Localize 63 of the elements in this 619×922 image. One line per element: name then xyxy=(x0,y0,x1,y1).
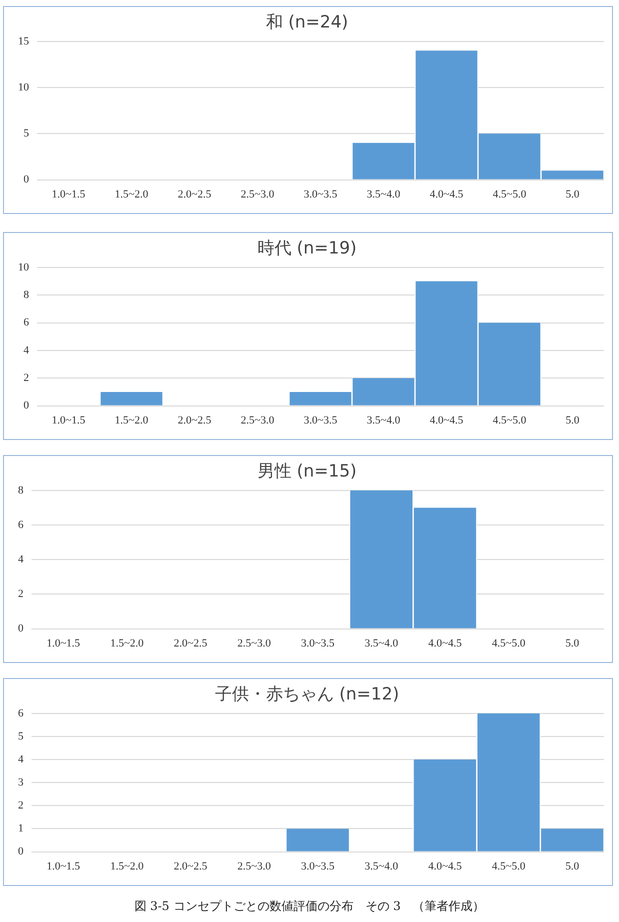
x-tick-label: 2.0~2.5 xyxy=(174,637,208,650)
x-tick-label: 3.5~4.0 xyxy=(366,414,401,426)
y-tick-label: 8 xyxy=(18,484,24,496)
y-tick-label: 1 xyxy=(18,822,24,835)
x-tick-label: 1.0~1.5 xyxy=(46,860,81,872)
x-tick-label: 1.5~2.0 xyxy=(114,188,149,200)
y-tick-label: 2 xyxy=(18,800,24,812)
y-tick-label: 15 xyxy=(18,35,30,48)
y-tick-label: 10 xyxy=(18,81,30,94)
caption: 図 3-5 コンセプトごとの数値評価の分布 その 3 （筆者作成） xyxy=(133,898,486,915)
x-tick-label: 1.5~2.0 xyxy=(110,860,144,872)
y-tick-label: 3 xyxy=(18,776,24,788)
x-tick-label: 2.0~2.5 xyxy=(178,414,212,426)
y-tick-label: 6 xyxy=(18,707,24,720)
y-tick-label: 2 xyxy=(18,588,24,600)
x-tick-label: 4.0~4.5 xyxy=(430,414,464,426)
x-tick-label: 4.5~5.0 xyxy=(492,637,526,650)
x-tick-label: 2.5~3.0 xyxy=(237,860,272,872)
y-tick-label: 8 xyxy=(24,288,30,301)
x-tick-label: 5.0 xyxy=(565,637,580,650)
x-tick-label: 1.0~1.5 xyxy=(46,637,81,650)
y-tick-label: 5 xyxy=(24,128,30,140)
x-tick-label: 3.0~3.5 xyxy=(304,188,338,200)
x-tick-label: 2.5~3.0 xyxy=(240,188,275,200)
chart-title: 時代 (n=19) xyxy=(257,238,357,259)
chart-title: 子供・赤ちゃん (n=12) xyxy=(214,684,400,705)
x-tick-label: 2.0~2.5 xyxy=(174,860,208,872)
x-tick-label: 3.5~4.0 xyxy=(366,188,401,200)
chart-title: 和 (n=24) xyxy=(266,12,348,33)
x-tick-label: 4.0~4.5 xyxy=(428,860,462,872)
x-tick-label: 1.5~2.0 xyxy=(114,414,149,426)
x-tick-label: 5.0 xyxy=(565,860,580,872)
x-tick-label: 4.5~5.0 xyxy=(492,188,527,200)
x-tick-label: 5.0 xyxy=(566,414,580,426)
x-tick-label: 5.0 xyxy=(566,188,580,200)
x-tick-label: 2.0~2.5 xyxy=(178,188,212,200)
x-tick-label: 3.5~4.0 xyxy=(364,637,399,650)
x-tick-label: 3.0~3.5 xyxy=(301,860,335,872)
x-tick-label: 4.0~4.5 xyxy=(430,188,464,200)
y-tick-label: 4 xyxy=(18,753,24,766)
x-tick-label: 1.0~1.5 xyxy=(52,188,86,200)
y-tick-label: 0 xyxy=(24,400,30,412)
x-tick-label: 2.5~3.0 xyxy=(240,414,275,426)
y-tick-label: 2 xyxy=(24,372,29,384)
x-tick-label: 4.0~4.5 xyxy=(428,637,462,650)
y-tick-label: 0 xyxy=(18,622,24,635)
y-tick-label: 6 xyxy=(24,316,30,329)
x-tick-label: 3.0~3.5 xyxy=(304,414,338,426)
x-tick-label: 2.5~3.0 xyxy=(237,637,272,650)
x-tick-label: 3.0~3.5 xyxy=(301,637,335,650)
y-tick-label: 4 xyxy=(24,344,30,356)
y-tick-label: 0 xyxy=(18,846,24,858)
x-tick-label: 4.5~5.0 xyxy=(492,414,527,426)
y-tick-label: 10 xyxy=(18,261,30,274)
chart-title: 男性 (n=15) xyxy=(257,462,357,482)
x-tick-label: 4.5~5.0 xyxy=(492,860,526,872)
y-tick-label: 4 xyxy=(18,553,24,566)
y-tick-label: 5 xyxy=(18,730,24,742)
y-tick-label: 6 xyxy=(18,518,24,531)
y-tick-label: 0 xyxy=(24,174,30,186)
x-tick-label: 1.0~1.5 xyxy=(52,414,86,426)
x-tick-label: 1.5~2.0 xyxy=(110,637,144,650)
x-tick-label: 3.5~4.0 xyxy=(364,860,399,872)
